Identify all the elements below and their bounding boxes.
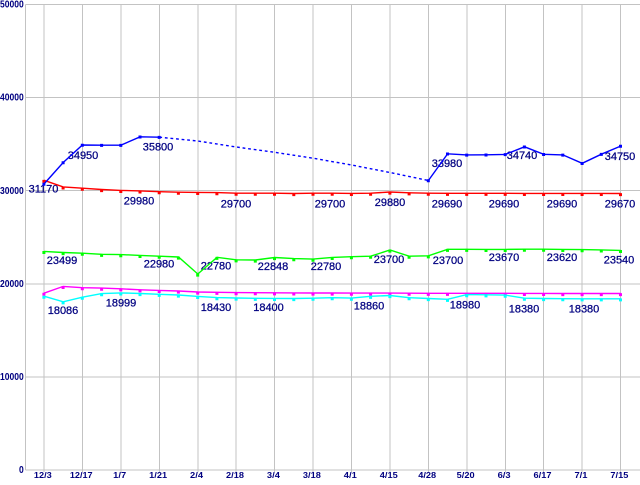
svg-text:34740: 34740: [507, 150, 538, 162]
svg-text:6/3: 6/3: [498, 470, 511, 480]
svg-text:33980: 33980: [432, 158, 463, 170]
svg-text:18430: 18430: [201, 302, 232, 314]
svg-text:1/21: 1/21: [149, 470, 167, 480]
svg-text:5/20: 5/20: [457, 470, 475, 480]
svg-text:22980: 22980: [144, 259, 175, 271]
svg-text:23540: 23540: [604, 255, 635, 267]
svg-text:4/1: 4/1: [344, 470, 357, 480]
svg-text:29690: 29690: [489, 199, 520, 211]
svg-text:18860: 18860: [354, 301, 385, 313]
svg-text:22780: 22780: [311, 261, 342, 273]
svg-text:29980: 29980: [124, 196, 155, 208]
svg-text:35800: 35800: [143, 142, 174, 154]
svg-text:40000: 40000: [0, 92, 24, 104]
svg-text:23700: 23700: [374, 254, 405, 266]
svg-text:0: 0: [19, 464, 24, 476]
svg-text:22848: 22848: [258, 261, 289, 273]
svg-text:6/17: 6/17: [534, 470, 552, 480]
svg-text:18380: 18380: [569, 304, 600, 316]
svg-text:23620: 23620: [547, 252, 578, 264]
svg-text:3/18: 3/18: [303, 470, 321, 480]
svg-text:29700: 29700: [315, 199, 346, 211]
svg-text:18400: 18400: [253, 302, 284, 314]
svg-text:34750: 34750: [605, 151, 636, 163]
svg-text:23499: 23499: [47, 255, 78, 267]
svg-text:34950: 34950: [68, 150, 99, 162]
svg-text:22780: 22780: [201, 261, 232, 273]
svg-text:29690: 29690: [432, 199, 463, 211]
svg-text:23670: 23670: [489, 252, 520, 264]
svg-text:10000: 10000: [0, 371, 24, 383]
svg-text:50000: 50000: [0, 0, 24, 11]
svg-text:29690: 29690: [547, 199, 578, 211]
svg-text:29700: 29700: [221, 199, 252, 211]
svg-text:4/15: 4/15: [380, 470, 398, 480]
svg-text:18380: 18380: [509, 304, 540, 316]
svg-text:18999: 18999: [106, 298, 137, 310]
svg-text:12/3: 12/3: [34, 470, 52, 480]
svg-text:12/17: 12/17: [70, 470, 93, 480]
svg-text:2/18: 2/18: [226, 470, 244, 480]
svg-text:2/4: 2/4: [190, 470, 203, 480]
svg-text:18086: 18086: [48, 305, 79, 317]
svg-text:23700: 23700: [433, 255, 464, 267]
svg-text:4/28: 4/28: [418, 470, 436, 480]
svg-text:29880: 29880: [375, 197, 406, 209]
svg-text:29670: 29670: [605, 199, 636, 211]
svg-text:3/4: 3/4: [267, 470, 280, 480]
svg-text:7/1: 7/1: [574, 470, 587, 480]
svg-text:1/7: 1/7: [113, 470, 126, 480]
svg-text:18980: 18980: [450, 300, 481, 312]
svg-text:30000: 30000: [0, 185, 24, 197]
svg-text:20000: 20000: [0, 278, 24, 290]
svg-text:7/15: 7/15: [610, 470, 628, 480]
svg-text:31170: 31170: [29, 184, 59, 196]
